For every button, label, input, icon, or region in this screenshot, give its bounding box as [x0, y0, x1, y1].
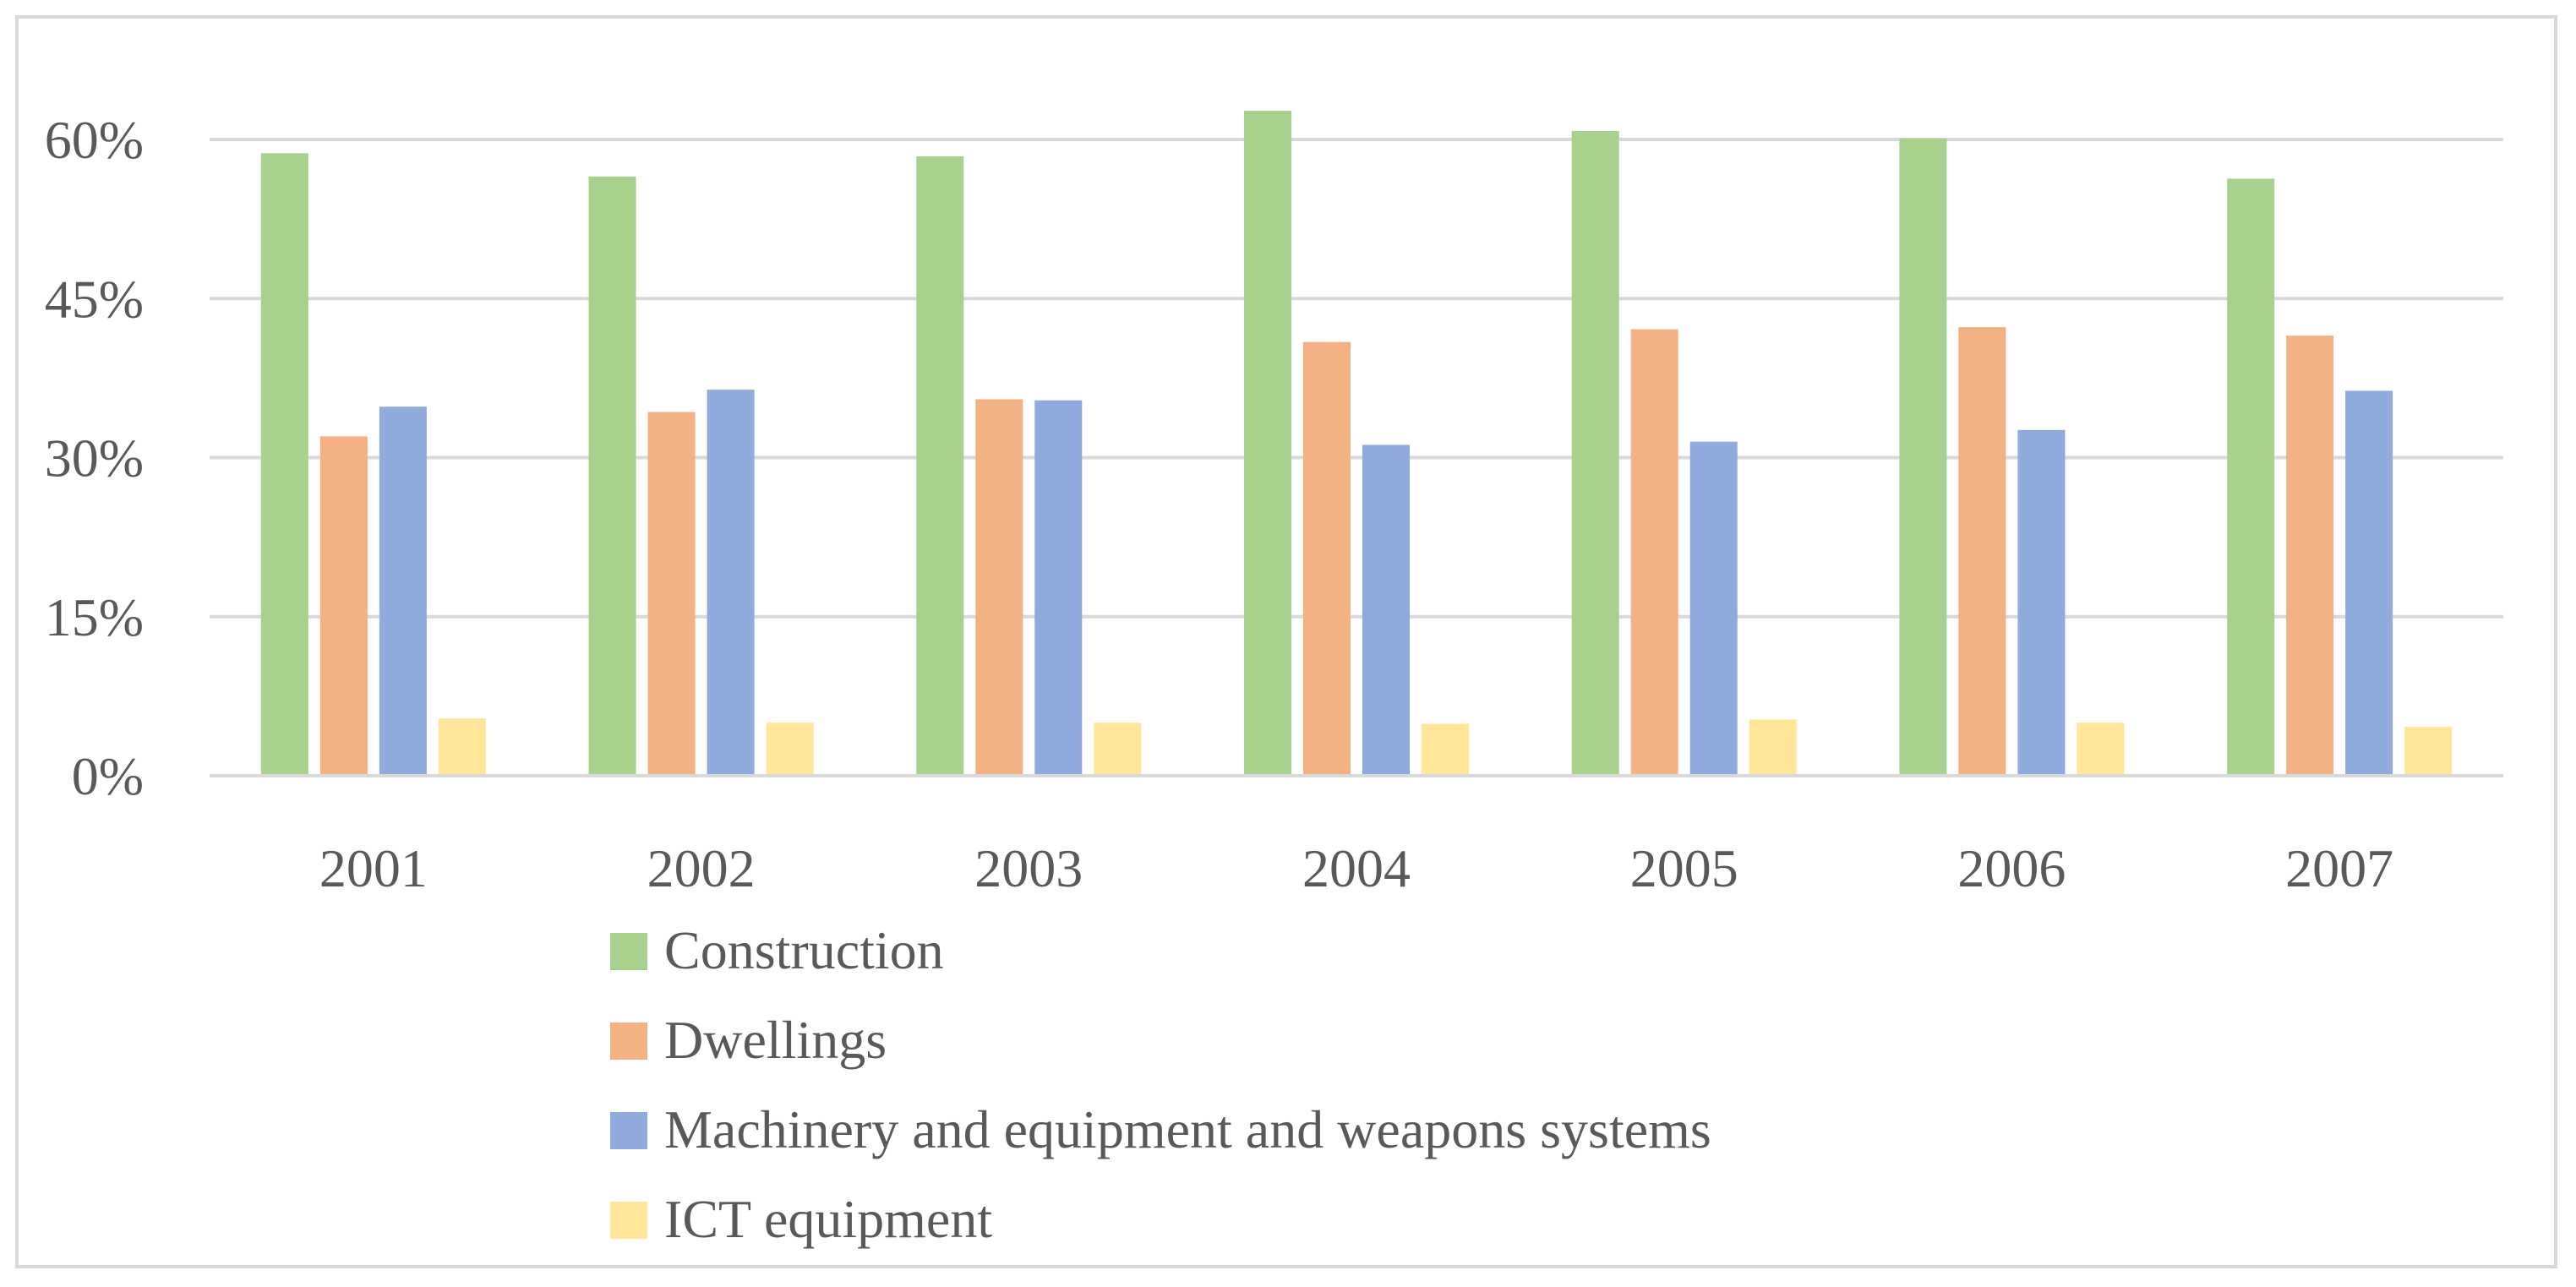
legend-swatch-ict-equipment — [610, 1202, 647, 1239]
bar-construction-2004 — [1244, 111, 1291, 777]
legend-label-ict-equipment: ICT equipment — [664, 1189, 992, 1249]
legend-label-dwellings: Dwellings — [664, 1010, 887, 1070]
bar-dwellings-2003 — [975, 399, 1023, 776]
bar-construction-2001 — [260, 153, 308, 776]
x-tick-label: 2005 — [1630, 838, 1738, 898]
bar-machinery-and-equipment-and-weapons-systems-2007 — [2345, 390, 2393, 776]
x-tick-label: 2006 — [1957, 838, 2066, 898]
x-axis-tick-labels: 2001 2002 2003 2004 2005 2006 2007 — [319, 838, 2393, 898]
bar-construction-2007 — [2227, 178, 2275, 776]
legend-label-construction: Construction — [664, 920, 944, 980]
bar-construction-2005 — [1571, 130, 1619, 776]
bar-construction-2002 — [588, 176, 636, 777]
bar-ict-equipment-2006 — [2077, 723, 2125, 776]
bar-ict-equipment-2003 — [1094, 723, 1142, 776]
bar-dwellings-2007 — [2286, 335, 2334, 776]
bar-construction-2006 — [1899, 138, 1947, 776]
y-tick-label: 30% — [45, 428, 144, 488]
y-tick-label: 15% — [45, 587, 144, 647]
bar-ict-equipment-2001 — [438, 718, 486, 776]
bar-dwellings-2005 — [1630, 329, 1678, 776]
legend-label-machinery-and-equipment-and-weapons-systems: Machinery and equipment and weapons syst… — [664, 1099, 1711, 1159]
y-tick-label: 45% — [45, 269, 144, 329]
bar-dwellings-2004 — [1303, 341, 1351, 777]
bar-ict-equipment-2007 — [2404, 727, 2453, 776]
bar-machinery-and-equipment-and-weapons-systems-2005 — [1689, 441, 1738, 776]
bar-machinery-and-equipment-and-weapons-systems-2003 — [1034, 400, 1083, 776]
x-tick-label: 2004 — [1302, 838, 1411, 898]
legend: Construction Dwellings Machinery and equip… — [610, 920, 1711, 1249]
bar-dwellings-2002 — [647, 412, 696, 776]
x-tick-label: 2003 — [974, 838, 1083, 898]
x-tick-label: 2001 — [319, 838, 428, 898]
bar-ict-equipment-2005 — [1749, 719, 1797, 776]
bar-dwellings-2001 — [319, 436, 368, 776]
legend-swatch-dwellings — [610, 1023, 647, 1060]
bar-machinery-and-equipment-and-weapons-systems-2002 — [707, 390, 755, 776]
y-axis-tick-labels: 0% 15% 30% 45% 60% — [45, 110, 144, 806]
bar-machinery-and-equipment-and-weapons-systems-2004 — [1362, 444, 1410, 776]
bar-construction-2003 — [916, 156, 964, 776]
x-tick-label: 2007 — [2285, 838, 2393, 898]
bar-machinery-and-equipment-and-weapons-systems-2006 — [2017, 429, 2066, 776]
y-tick-label: 0% — [72, 746, 144, 806]
bar-ict-equipment-2004 — [1422, 723, 1469, 776]
gridlines — [210, 138, 2503, 619]
bars — [260, 111, 2453, 777]
x-tick-label: 2002 — [647, 838, 756, 898]
legend-swatch-machinery-and-equipment-and-weapons-systems — [610, 1112, 647, 1149]
y-tick-label: 60% — [45, 110, 144, 170]
bar-ict-equipment-2002 — [766, 723, 814, 776]
bar-machinery-and-equipment-and-weapons-systems-2001 — [379, 406, 427, 776]
bar-dwellings-2006 — [1958, 327, 2006, 776]
legend-swatch-construction — [610, 933, 647, 970]
